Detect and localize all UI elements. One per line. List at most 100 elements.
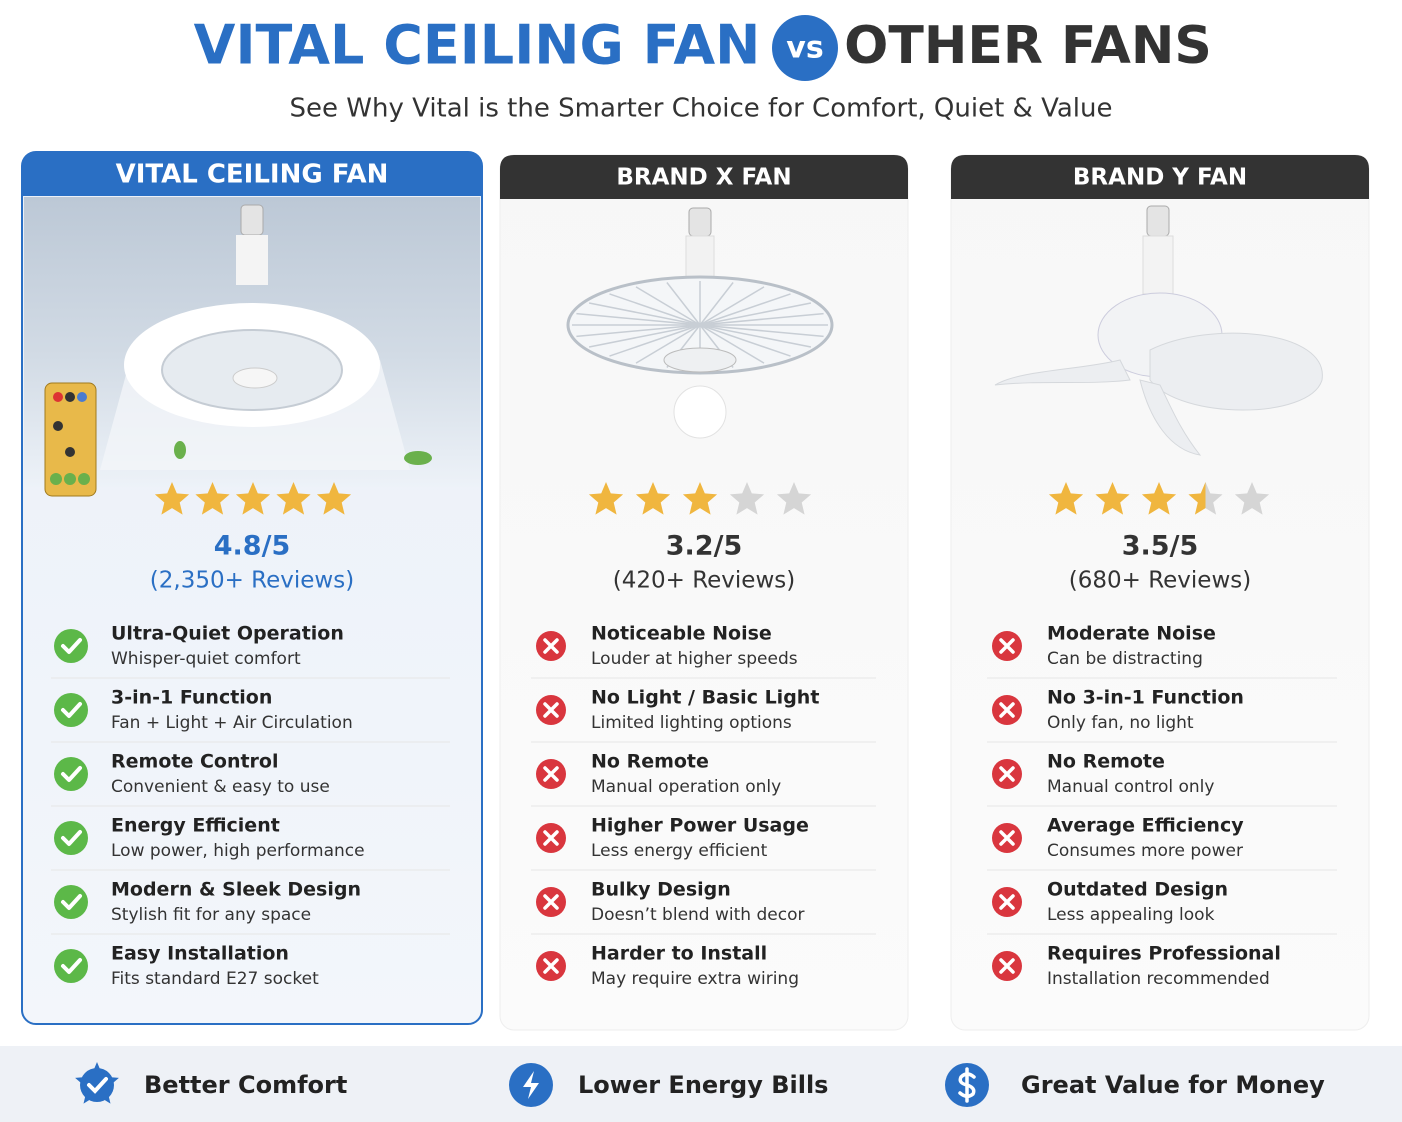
cage-rib	[699, 286, 765, 326]
cage-rib	[588, 324, 701, 348]
feature-detail: Installation recommended	[1047, 969, 1270, 989]
feature-title: Requires Professional	[1047, 943, 1281, 965]
card-title: VITAL CEILING FAN	[116, 160, 389, 190]
card-header	[951, 155, 1369, 199]
badge-icon	[80, 1068, 114, 1102]
star	[635, 482, 671, 515]
star	[1188, 482, 1223, 515]
feature-title: Average Efficiency	[1047, 815, 1244, 837]
cross-mark	[543, 638, 559, 654]
cage-rib	[588, 302, 701, 326]
check-mark	[61, 638, 82, 654]
cage-rib	[666, 282, 701, 326]
feature-detail: Consumes more power	[1047, 841, 1243, 861]
feature-title: Remote Control	[111, 751, 279, 773]
cage-rib	[699, 302, 812, 326]
blade	[1139, 379, 1202, 456]
cage-rib	[609, 293, 701, 326]
feature-detail: Manual control only	[1047, 777, 1214, 797]
feature-detail: Manual operation only	[591, 777, 781, 797]
remote-button	[53, 421, 63, 431]
feature-title: No 3-in-1 Function	[1047, 687, 1244, 709]
cage-rib	[635, 286, 701, 326]
feature-title: No Light / Basic Light	[591, 687, 819, 709]
stem	[1142, 235, 1174, 295]
star	[729, 482, 765, 515]
bulb	[673, 385, 727, 439]
cage-rib	[699, 293, 791, 326]
check-icon	[54, 949, 88, 983]
remote-button	[78, 473, 90, 485]
cross-mark	[999, 958, 1015, 974]
cross-mark	[999, 638, 1015, 654]
product-image	[994, 205, 1323, 456]
check-mark	[61, 958, 82, 974]
feature-detail: Louder at higher speeds	[591, 649, 798, 669]
leaf	[174, 441, 186, 459]
star	[1048, 482, 1084, 515]
check-mark	[61, 702, 82, 718]
feature-title: Modern & Sleek Design	[111, 879, 361, 901]
remote-button	[77, 392, 87, 402]
star	[776, 482, 812, 515]
check-mark	[61, 830, 82, 846]
star	[1234, 482, 1270, 515]
cage-rib	[699, 324, 824, 338]
feature-detail: Doesn’t blend with decor	[591, 905, 804, 925]
star	[682, 482, 718, 515]
benefit-label: Lower Energy Bills	[578, 1071, 828, 1099]
feature-title: Energy Efficient	[111, 815, 280, 837]
cage-rib	[576, 312, 701, 326]
subtitle: See Why Vital is the Smarter Choice for …	[290, 94, 1113, 124]
feature-detail: Can be distracting	[1047, 649, 1203, 669]
feature-detail: Convenient & easy to use	[111, 777, 330, 797]
cage-rib	[699, 324, 812, 348]
cage-rib	[699, 282, 734, 326]
reviews: (680+ Reviews)	[1069, 568, 1251, 594]
title-left: VITAL CEILING FAN	[194, 14, 761, 77]
title-right: OTHER FANS	[844, 16, 1212, 76]
cage-rib	[576, 324, 701, 338]
vs-badge	[772, 15, 838, 81]
feature-detail: Stylish fit for any space	[111, 905, 311, 925]
star	[1095, 482, 1130, 515]
cross-mark	[543, 958, 559, 974]
rating: 4.8/5	[214, 531, 290, 562]
card-title: BRAND X FAN	[616, 165, 791, 191]
feature-detail: Only fan, no light	[1047, 713, 1194, 733]
feature-title: No Remote	[591, 751, 709, 773]
cage-rib	[699, 312, 824, 326]
cross-mark	[543, 894, 559, 910]
leaf	[404, 451, 432, 465]
feature-detail: May require extra wiring	[591, 969, 799, 989]
cage-rib	[699, 324, 765, 364]
benefit-label: Great Value for Money	[1021, 1071, 1325, 1099]
cage-rib	[635, 324, 701, 364]
remote-button	[64, 473, 76, 485]
cross-mark	[999, 830, 1015, 846]
product-image	[24, 197, 480, 497]
check-icon	[54, 693, 88, 727]
feature-detail: Less appealing look	[1047, 905, 1215, 925]
rating: 3.5/5	[1122, 531, 1198, 562]
fan-hub	[232, 367, 278, 389]
cage-rib	[609, 324, 701, 357]
vs-text: vs	[786, 31, 823, 66]
feature-detail: Fits standard E27 socket	[111, 969, 319, 989]
cross-mark	[999, 894, 1015, 910]
blade	[994, 359, 1131, 386]
check-mark	[61, 894, 82, 910]
remote-button	[50, 473, 62, 485]
socket	[688, 207, 712, 237]
remote	[44, 382, 97, 497]
remote-button	[53, 392, 63, 402]
feature-title: Ultra-Quiet Operation	[111, 623, 344, 645]
remote-button	[65, 392, 75, 402]
feature-detail: Whisper-quiet comfort	[111, 649, 301, 669]
fan-hub	[663, 347, 737, 373]
feature-title: Easy Installation	[111, 943, 289, 965]
dollar-glyph	[958, 1067, 976, 1103]
product-image	[566, 207, 834, 439]
check-icon	[54, 821, 88, 855]
cross-mark	[543, 766, 559, 782]
